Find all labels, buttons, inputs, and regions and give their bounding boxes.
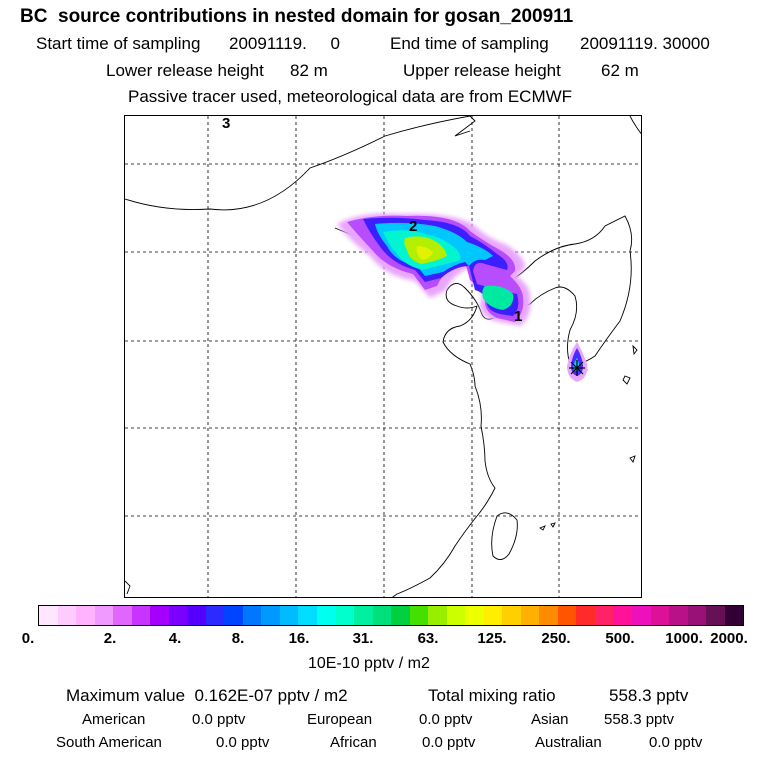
colorbar-tick: 16. (288, 630, 310, 647)
lower-height-label: Lower release height (106, 61, 264, 80)
map-svg: 3 2 1 (125, 116, 641, 597)
colorbar-tick: 8. (231, 630, 245, 647)
european-label: European (307, 711, 373, 728)
colorbar-segment (687, 606, 707, 625)
colorbar-segment (131, 606, 151, 625)
colorbar-tick: 500. (605, 630, 635, 647)
colorbar-segment (354, 606, 373, 625)
colorbar-segment (242, 606, 262, 625)
colorbar-tick: 31. (352, 630, 374, 647)
colorbar-tick: 63. (417, 630, 439, 647)
colorbar-segment (446, 606, 466, 625)
marker-3: 3 (222, 116, 230, 132)
colorbar-segment (316, 606, 336, 625)
colorbar-segment (372, 606, 392, 625)
end-time-label: End time of sampling (390, 34, 549, 53)
asian-value: 558.3 pptv (604, 711, 675, 728)
colorbar-segment (669, 606, 688, 625)
colorbar-segment (483, 606, 503, 625)
upper-height-value: 62 m (601, 61, 639, 80)
colorbar-segment (650, 606, 670, 625)
tracer-note: Passive tracer used, meteorological data… (128, 87, 573, 106)
marker-1: 1 (514, 308, 522, 325)
colorbar-segment (39, 606, 58, 625)
start-time-value: 20091119. 0 (229, 34, 340, 53)
colorbar-segment (298, 606, 317, 625)
african-value: 0.0 pptv (422, 734, 476, 751)
colorbar-segment (539, 606, 558, 625)
colorbar-unit: 10E-10 pptv / m2 (308, 655, 430, 672)
colorbar-segment (57, 606, 77, 625)
colorbar-segment (632, 606, 651, 625)
colorbar-segment (205, 606, 225, 625)
colorbar-segment (613, 606, 632, 625)
colorbar-segment (279, 606, 299, 625)
colorbar-segment (465, 606, 484, 625)
european-value: 0.0 pptv (419, 711, 473, 728)
colorbar-tick: 1000. (665, 630, 703, 647)
australian-value: 0.0 pptv (649, 734, 703, 751)
colorbar-segment (168, 606, 188, 625)
colorbar-segment (576, 606, 595, 625)
american-value: 0.0 pptv (192, 711, 246, 728)
american-label: American (82, 711, 146, 728)
colorbar-segment (113, 606, 132, 625)
total-mixing-label: Total mixing ratio (428, 686, 556, 705)
colorbar-segment (594, 606, 614, 625)
colorbar-segment (724, 606, 744, 625)
australian-label: Australian (535, 734, 602, 751)
start-time-label: Start time of sampling (36, 34, 201, 53)
map-panel: 3 2 1 (124, 115, 642, 598)
colorbar-segment (150, 606, 169, 625)
colorbar-segment (224, 606, 243, 625)
colorbar-segment (335, 606, 355, 625)
colorbar (38, 605, 744, 626)
colorbar-tick: 250. (541, 630, 571, 647)
colorbar-segment (706, 606, 725, 625)
concentration-plume (337, 213, 588, 382)
lower-height-value: 82 m (290, 61, 328, 80)
colorbar-segment (557, 606, 577, 625)
max-value: Maximum value 0.162E-07 pptv / m2 (66, 686, 348, 705)
colorbar-tick: 2. (103, 630, 117, 647)
colorbar-tick: 4. (168, 630, 182, 647)
asian-label: Asian (531, 711, 569, 728)
colorbar-segment (187, 606, 206, 625)
colorbar-tick: 125. (477, 630, 507, 647)
colorbar-segment (391, 606, 410, 625)
colorbar-segment (520, 606, 540, 625)
south-american-value: 0.0 pptv (216, 734, 270, 751)
end-time-value: 20091119. 30000 (580, 34, 710, 53)
colorbar-segment (94, 606, 114, 625)
colorbar-segment (502, 606, 521, 625)
african-label: African (330, 734, 377, 751)
colorbar-segment (409, 606, 429, 625)
total-mixing-value: 558.3 pptv (609, 686, 689, 705)
plot-title: BC source contributions in nested domain… (20, 6, 574, 27)
graticule (125, 116, 641, 597)
marker-2: 2 (409, 218, 417, 235)
colorbar-segment (76, 606, 95, 625)
upper-height-label: Upper release height (403, 61, 561, 80)
colorbar-tick: 2000. (710, 630, 748, 647)
south-american-label: South American (56, 734, 162, 751)
receptor-marker-icon (569, 360, 585, 376)
colorbar-segment (261, 606, 280, 625)
colorbar-segment (428, 606, 447, 625)
colorbar-tick: 0. (21, 630, 35, 647)
coastlines (125, 116, 641, 597)
